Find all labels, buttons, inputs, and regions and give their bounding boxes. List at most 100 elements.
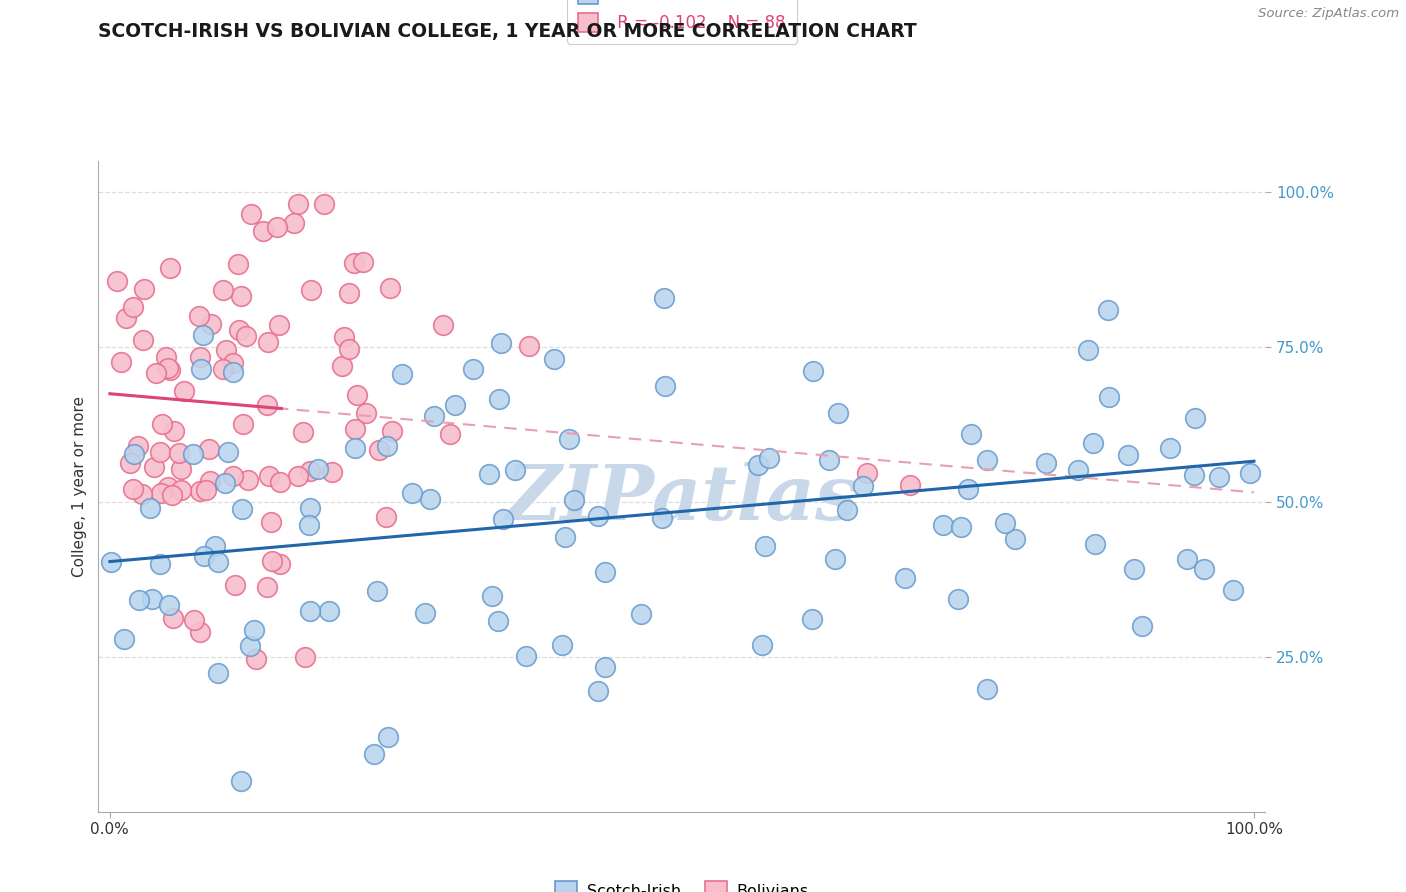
Point [343,256,366,270]
Point [343,422,366,436]
Point [160,488,183,502]
Point [856,467,879,481]
Point [198,442,221,456]
Point [292,425,315,439]
Point [801,363,824,377]
Point [187,309,209,323]
Point [240,207,263,221]
Point [593,660,616,674]
Point [242,623,264,637]
Point [131,487,153,501]
Point [1098,390,1121,404]
Point [170,462,193,476]
Point [333,330,356,344]
Point [188,483,211,498]
Point [245,652,267,666]
Point [259,469,281,483]
Point [564,493,586,508]
Point [330,359,353,373]
Point [188,625,211,640]
Point [260,515,283,529]
Point [1184,411,1206,425]
Point [391,368,413,382]
Point [1081,435,1104,450]
Point [162,611,184,625]
Point [149,557,172,571]
Point [1097,303,1119,318]
Point [122,483,145,497]
Text: Source: ZipAtlas.com: Source: ZipAtlas.com [1258,7,1399,21]
Point [157,598,180,612]
Point [586,509,609,524]
Point [167,446,190,460]
Point [976,682,998,697]
Point [339,285,361,300]
Point [308,462,330,476]
Point [976,452,998,467]
Point [377,439,399,453]
Point [489,336,512,351]
Point [824,552,846,566]
Point [337,343,360,357]
Point [800,612,823,626]
Point [751,638,773,652]
Point [204,540,226,554]
Point [586,684,609,698]
Point [222,469,245,483]
Point [122,447,145,461]
Point [1130,619,1153,633]
Point [110,355,132,369]
Point [1159,441,1181,455]
Point [155,351,177,365]
Point [287,468,309,483]
Point [269,318,291,333]
Point [190,362,212,376]
Point [231,502,253,516]
Point [200,318,222,332]
Point [758,450,780,465]
Point [112,632,135,646]
Point [1067,463,1090,477]
Point [444,398,467,412]
Point [318,604,340,618]
Point [145,366,167,380]
Legend: Scotch-Irish, Bolivians: Scotch-Irish, Bolivians [548,875,815,892]
Point [299,464,322,478]
Point [432,318,454,332]
Point [754,539,776,553]
Point [212,362,235,376]
Point [142,460,165,475]
Point [835,503,858,517]
Point [651,511,673,525]
Point [150,417,173,431]
Point [226,257,249,271]
Point [363,747,385,762]
Point [107,274,129,288]
Point [893,571,915,585]
Point [215,343,238,357]
Point [543,351,565,366]
Point [195,483,218,498]
Point [439,427,461,442]
Point [181,447,204,461]
Point [239,639,262,653]
Point [419,491,441,506]
Point [374,510,396,524]
Point [159,363,181,377]
Point [314,197,336,211]
Point [517,338,540,352]
Point [551,638,574,652]
Point [898,478,921,492]
Point [132,334,155,348]
Point [960,426,983,441]
Point [270,475,292,489]
Point [1184,468,1206,483]
Point [488,614,510,628]
Point [652,291,675,305]
Point [1175,552,1198,566]
Point [381,424,404,438]
Point [950,520,973,534]
Point [1077,343,1099,357]
Point [228,323,250,337]
Point [128,592,150,607]
